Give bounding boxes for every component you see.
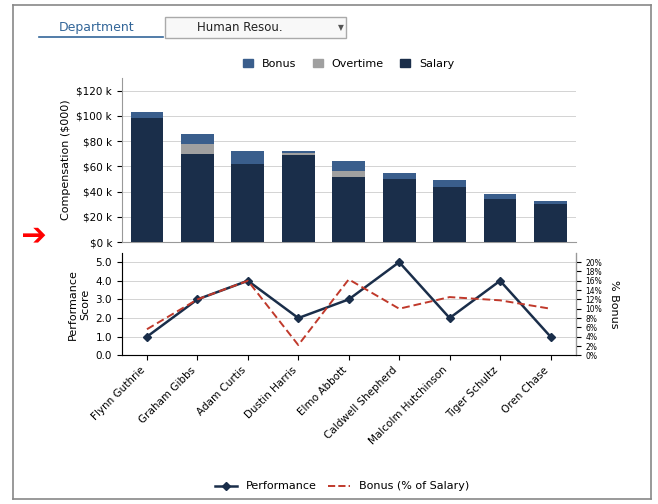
Bar [534, 201, 567, 204]
Bar [332, 176, 365, 242]
Bar [232, 151, 265, 164]
Bar [282, 155, 315, 242]
Legend: Bonus, Overtime, Salary: Bonus, Overtime, Salary [238, 54, 459, 73]
Bar [383, 179, 416, 242]
Y-axis label: % Bonus: % Bonus [609, 280, 619, 328]
Bar [181, 134, 214, 144]
Text: ▼: ▼ [338, 23, 343, 32]
Text: ➔: ➔ [0, 222, 47, 251]
Bar [282, 153, 315, 155]
Text: Human Resou.: Human Resou. [197, 21, 282, 34]
Bar [181, 154, 214, 242]
Bar [130, 118, 163, 242]
Text: Department: Department [59, 21, 134, 34]
Bar [534, 204, 567, 242]
Y-axis label: Compensation ($000): Compensation ($000) [61, 100, 70, 220]
Legend: Performance, Bonus (% of Salary): Performance, Bonus (% of Salary) [211, 477, 474, 496]
Bar [433, 186, 466, 242]
Bar [130, 111, 163, 118]
Bar [383, 173, 416, 179]
Bar [181, 144, 214, 154]
Bar [332, 171, 365, 176]
Bar [332, 161, 365, 171]
Bar [433, 180, 466, 186]
Bar [282, 151, 315, 153]
Bar [232, 164, 265, 242]
FancyBboxPatch shape [165, 17, 346, 38]
Bar [484, 194, 517, 199]
Bar [484, 199, 517, 242]
Y-axis label: Performance
Score: Performance Score [68, 269, 90, 340]
